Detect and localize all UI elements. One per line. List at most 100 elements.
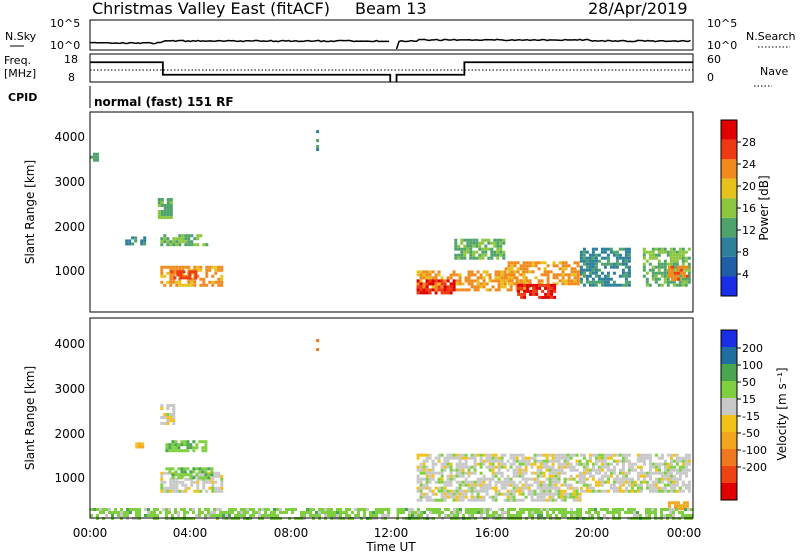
heatmap-cell [449, 276, 453, 280]
heatmap-cell [453, 508, 456, 511]
heatmap-cell [443, 459, 447, 463]
colorbar-swatch [721, 415, 737, 432]
heatmap-cell [479, 456, 483, 460]
heatmap-cell [90, 155, 93, 159]
heatmap-cell [216, 508, 219, 511]
heatmap-cell [446, 288, 450, 292]
heatmap-cell [470, 498, 474, 502]
heatmap-cell [438, 508, 441, 511]
heatmap-cell [419, 477, 423, 481]
heatmap-cell [519, 279, 523, 283]
heatmap-cell [672, 265, 676, 269]
heatmap-cell [533, 477, 537, 481]
heatmap-cell [636, 514, 639, 517]
heatmap-cell [624, 477, 628, 481]
heatmap-cell [428, 480, 432, 484]
heatmap-cell [532, 286, 536, 290]
heatmap-cell [679, 265, 683, 269]
heatmap-cell [636, 489, 640, 493]
colorbar-swatch [721, 432, 737, 449]
heatmap-cell [669, 471, 673, 475]
heatmap-cell [217, 268, 221, 272]
nsearch-tick-top: 10^5 [707, 17, 737, 30]
heatmap-cell [166, 207, 170, 210]
heatmap-cell [618, 468, 622, 472]
heatmap-cell [294, 508, 297, 511]
heatmap-cell [536, 474, 540, 478]
heatmap-cell [660, 265, 664, 269]
heatmap-cell [498, 514, 501, 517]
heatmap-cell [669, 480, 673, 484]
heatmap-cell [163, 489, 167, 493]
heatmap-cell [518, 453, 522, 457]
heatmap-cell [172, 413, 176, 416]
heatmap-cell [515, 471, 519, 475]
heatmap-cell [603, 456, 607, 460]
heatmap-cell [494, 474, 498, 478]
heatmap-cell [491, 279, 495, 283]
heatmap-cell [174, 443, 178, 447]
heatmap-cell [536, 468, 540, 472]
heatmap-cell [507, 264, 511, 268]
heatmap-cell [522, 270, 526, 274]
heatmap-cell [612, 514, 615, 517]
heatmap-cell [176, 273, 180, 277]
heatmap-cell [464, 288, 468, 292]
heatmap-cell [669, 280, 673, 284]
heatmap-cell [675, 462, 679, 466]
heatmap-cell [487, 241, 491, 245]
heatmap-cell [500, 486, 504, 490]
heatmap-cell [651, 511, 654, 514]
heatmap-cell [546, 282, 550, 286]
heatmap-cell [582, 474, 586, 478]
heatmap-cell [166, 213, 170, 216]
heatmap-cell [174, 508, 177, 511]
heatmap-cell [114, 511, 117, 514]
heatmap-cell [627, 265, 631, 269]
heatmap-cell [582, 468, 586, 472]
heatmap-cell [500, 279, 504, 283]
heatmap-cell [419, 462, 423, 466]
heatmap-cell [597, 483, 601, 487]
heatmap-cell [654, 277, 658, 281]
heatmap-cell [678, 277, 682, 281]
heatmap-cell [181, 265, 185, 269]
heatmap-cell [464, 465, 468, 469]
heatmap-cell [160, 404, 164, 407]
heatmap-cell [187, 268, 191, 272]
heatmap-cell [627, 480, 631, 484]
heatmap-cell [414, 514, 417, 517]
heatmap-cell [624, 253, 628, 257]
heatmap-cell [684, 283, 688, 287]
heatmap-cell [566, 465, 570, 469]
heatmap-cell [467, 282, 471, 286]
heatmap-cell [657, 253, 661, 257]
heatmap-cell [477, 508, 480, 511]
heatmap-cell [330, 508, 333, 511]
heatmap-cell [509, 492, 513, 496]
heatmap-cell [419, 279, 423, 283]
heatmap-cell [539, 474, 543, 478]
power-colorbar-tick-label: 24 [742, 158, 756, 171]
heatmap-cell [470, 273, 474, 277]
heatmap-cell [603, 480, 607, 484]
heatmap-cell [437, 288, 441, 292]
heatmap-cell [153, 511, 156, 514]
heatmap-cell [180, 473, 184, 477]
heatmap-cell [669, 453, 673, 457]
heatmap-cell [642, 256, 646, 260]
heatmap-cell [500, 480, 504, 484]
heatmap-cell [416, 453, 420, 457]
heatmap-cell [520, 286, 524, 290]
heatmap-cell [525, 261, 529, 265]
heatmap-cell [504, 276, 508, 280]
heatmap-cell [375, 511, 378, 514]
heatmap-cell [594, 453, 598, 457]
heatmap-cell [264, 514, 267, 517]
heatmap-cell [500, 471, 504, 475]
heatmap-cell [163, 274, 167, 278]
heatmap-cell [141, 445, 145, 449]
heatmap-cell [476, 489, 480, 493]
freq-label: Freq. [4, 54, 31, 67]
freq-tick-top: 18 [64, 53, 78, 66]
